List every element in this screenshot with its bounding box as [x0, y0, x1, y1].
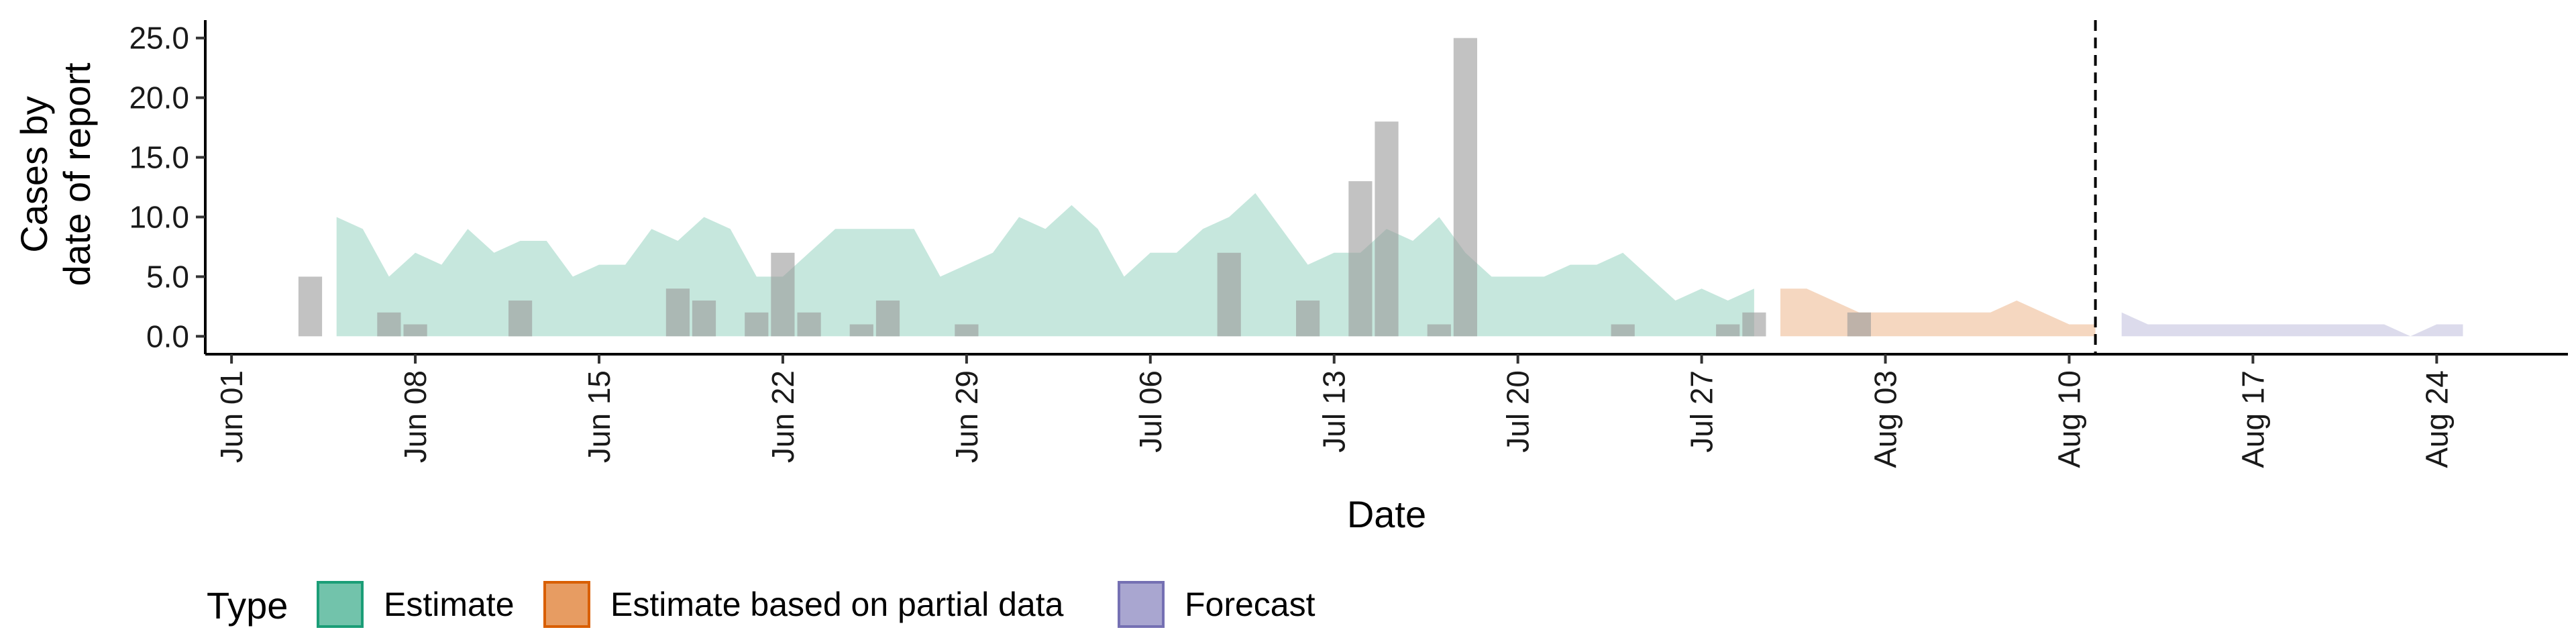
legend-label-forecast: Forecast — [1185, 586, 1316, 623]
bar-2020-06-29 — [955, 324, 979, 337]
bar-2020-06-08 — [403, 324, 427, 337]
legend-swatch-forecast — [1118, 581, 1165, 628]
bar-2020-06-07 — [377, 312, 401, 337]
bar-2020-07-12 — [1296, 301, 1320, 337]
bar-2020-07-29 — [1742, 312, 1766, 337]
bar-2020-07-28 — [1716, 324, 1740, 337]
y-axis-title-line-1: Cases by — [13, 96, 55, 252]
bar-2020-07-17 — [1427, 324, 1451, 337]
x-tick-label: Jul 06 — [1133, 370, 1168, 453]
bar-2020-06-23 — [797, 312, 821, 337]
bar-2020-07-24 — [1611, 324, 1635, 337]
y-tick-label: 5.0 — [146, 259, 189, 294]
y-tick-label: 15.0 — [129, 140, 189, 175]
x-tick-label: Aug 17 — [2235, 370, 2270, 468]
y-axis-title-line-2: date of report — [56, 62, 98, 286]
x-tick-label: Aug 03 — [1868, 370, 1903, 468]
bar-2020-06-21 — [745, 312, 769, 337]
x-tick-label: Jun 29 — [949, 370, 984, 463]
y-tick-label: 25.0 — [129, 21, 189, 56]
y-axis-title: Cases by date of report — [13, 62, 98, 286]
x-tick-label: Jun 22 — [765, 370, 800, 463]
bar-2020-07-15 — [1375, 121, 1399, 337]
axis-layer: 0.0 5.0 10.0 15.0 20.0 25.0 Jun 01 Jun 08 Jun 15… — [129, 20, 2568, 468]
bar-2020-06-22 — [771, 252, 795, 337]
x-tick-label: Jul 27 — [1684, 370, 1719, 453]
x-axis-title: Date — [1347, 493, 1426, 535]
bar-2020-07-14 — [1348, 181, 1373, 337]
x-tick-label: Aug 24 — [2419, 370, 2454, 468]
bar-2020-06-25 — [849, 324, 873, 337]
x-tick-label: Aug 10 — [2051, 370, 2086, 468]
legend-label-estimate: Estimate — [384, 586, 515, 623]
y-tick-label: 0.0 — [146, 319, 189, 354]
area-series-estimate — [336, 193, 1754, 337]
x-tick-label: Jun 01 — [214, 370, 249, 463]
y-tick-label: 20.0 — [129, 80, 189, 115]
bar-2020-07-18 — [1453, 38, 1477, 337]
bar-2020-07-09 — [1217, 252, 1241, 337]
legend: Type Estimate Estimate based on partial … — [207, 581, 1316, 628]
bar-2020-06-18 — [665, 288, 690, 337]
bar-2020-06-04 — [298, 276, 323, 337]
bar-2020-08-02 — [1847, 312, 1871, 337]
x-tick-label: Jul 20 — [1501, 370, 1536, 453]
legend-swatch-estimate — [317, 581, 364, 628]
legend-label-partial: Estimate based on partial data — [610, 586, 1064, 623]
x-tick-label: Jul 13 — [1317, 370, 1352, 453]
bar-layer — [298, 38, 1871, 337]
legend-title: Type — [207, 584, 288, 627]
bar-2020-06-19 — [692, 301, 716, 337]
bar-2020-06-26 — [875, 301, 900, 337]
legend-swatch-partial — [543, 581, 590, 628]
bar-2020-06-12 — [508, 301, 533, 337]
area-series-forecast — [2121, 312, 2463, 337]
area-series-estimate-based-on-partial-data — [1780, 288, 2096, 337]
x-tick-label: Jun 15 — [582, 370, 616, 463]
area-layer — [336, 193, 2463, 337]
x-tick-label: Jun 08 — [398, 370, 433, 463]
y-tick-label: 10.0 — [129, 199, 189, 234]
